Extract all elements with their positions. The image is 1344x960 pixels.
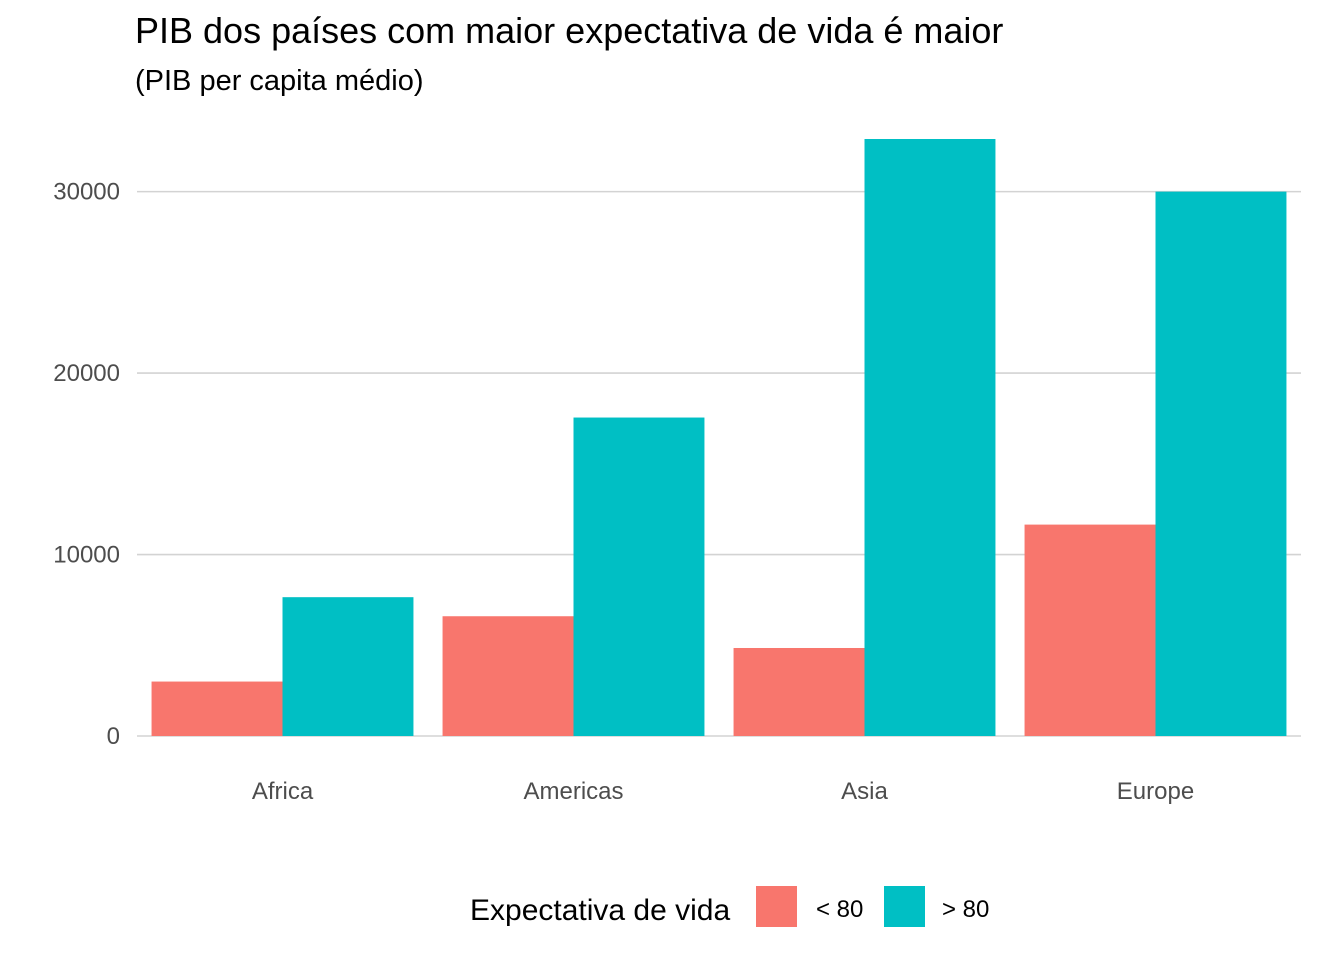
- y-axis-tick-labels: 0 10000 20000 30000: [53, 179, 120, 750]
- bar-europe-series-2: [1155, 191, 1287, 736]
- chart-subtitle: (PIB per capita médio): [135, 65, 424, 97]
- bar-europe-series-1: [1024, 524, 1156, 736]
- x-tick-label-americas: Americas: [523, 778, 623, 805]
- legend-label-1: < 80: [816, 896, 863, 923]
- legend-label-2: > 80: [942, 896, 989, 923]
- x-tick-label-asia: Asia: [841, 778, 888, 805]
- x-tick-label-europe: Europe: [1117, 778, 1194, 805]
- bar-africa-series-2: [282, 597, 414, 736]
- y-tick-label-0: 0: [107, 723, 120, 750]
- legend-key-2: [884, 886, 925, 927]
- x-axis-tick-labels: Africa Americas Asia Europe: [252, 778, 1194, 805]
- y-tick-label-30000: 30000: [53, 179, 120, 206]
- bar-asia-series-2: [864, 139, 996, 736]
- y-tick-label-20000: 20000: [53, 360, 120, 387]
- chart-title: PIB dos países com maior expectativa de …: [135, 10, 1003, 51]
- legend: Expectativa de vida < 80 > 80: [470, 886, 989, 927]
- legend-title: Expectativa de vida: [470, 894, 730, 927]
- legend-key-1: [756, 886, 797, 927]
- y-tick-label-10000: 10000: [53, 542, 120, 569]
- x-tick-label-africa: Africa: [252, 778, 314, 805]
- bar-americas-series-1: [442, 616, 574, 736]
- bars: [151, 139, 1287, 736]
- bar-asia-series-1: [733, 647, 865, 736]
- bar-africa-series-1: [151, 681, 283, 736]
- bar-americas-series-2: [573, 417, 705, 736]
